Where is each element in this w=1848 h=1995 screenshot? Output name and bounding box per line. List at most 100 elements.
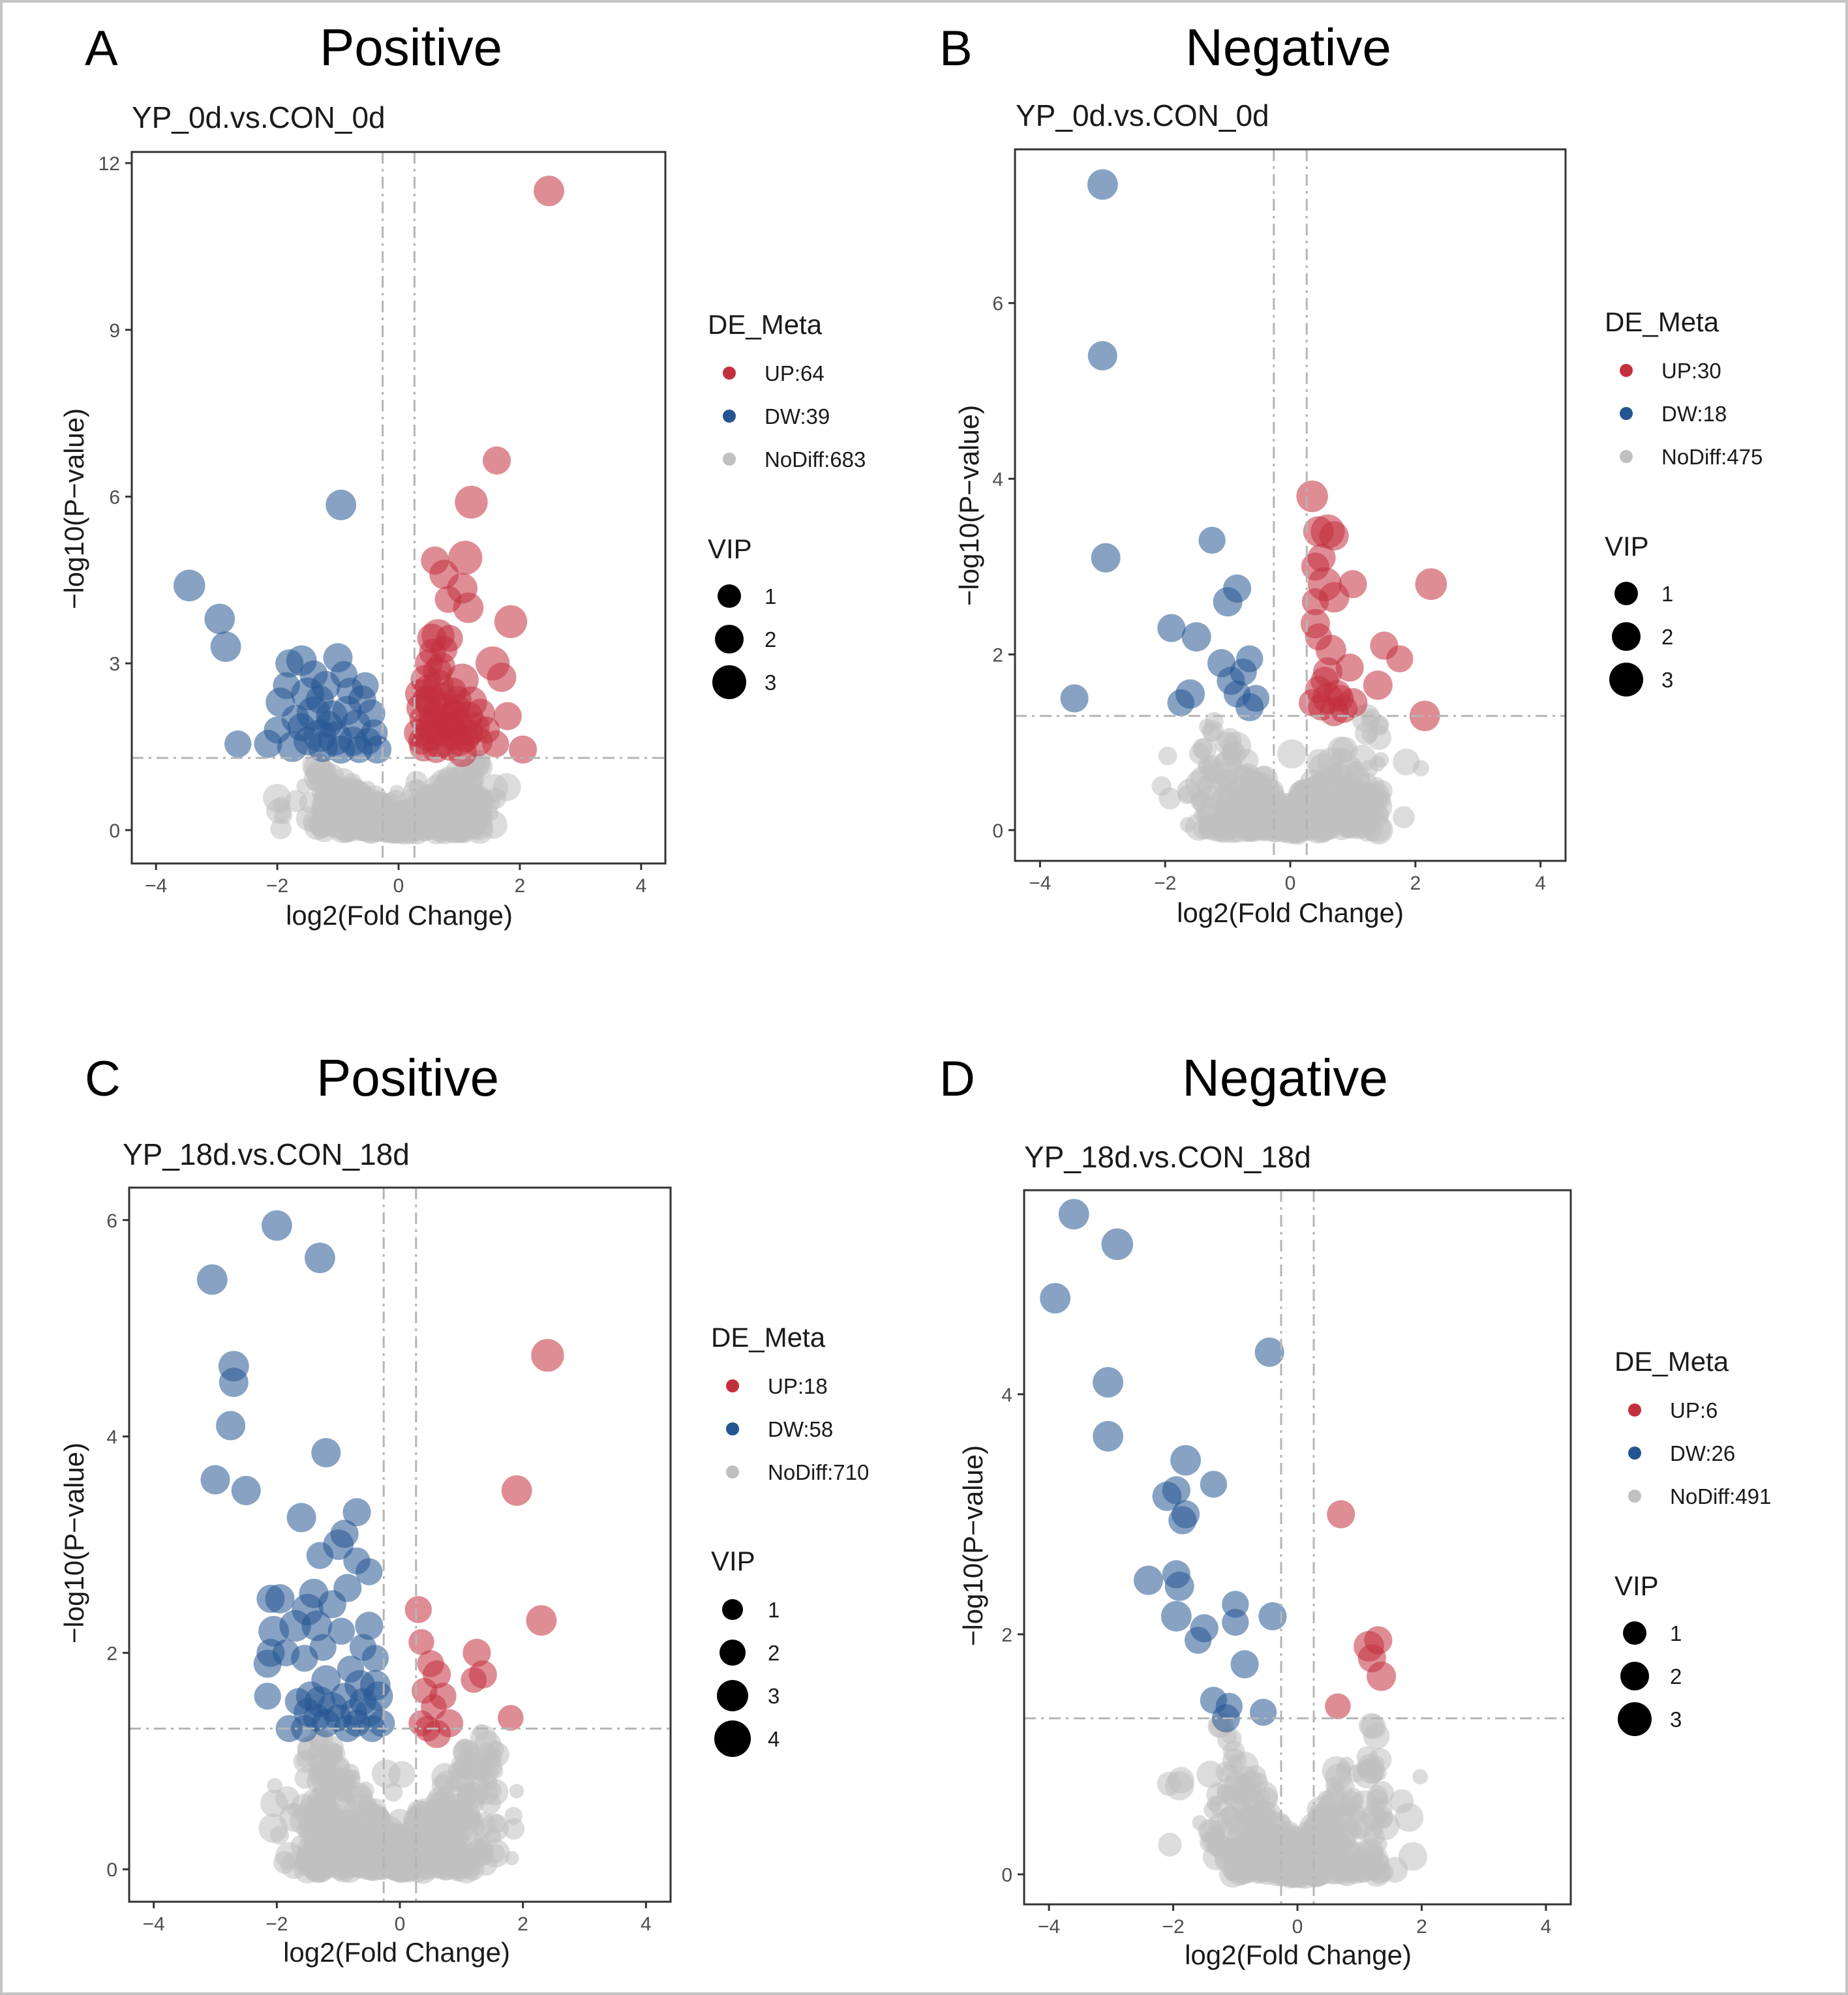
x-tick-label: 2 [1410,873,1421,894]
legend-nodiff-label: NoDiff:710 [768,1460,869,1484]
y-tick-label: 4 [106,1427,117,1448]
nodiff-point [1382,1857,1408,1883]
nodiff-point [422,800,440,817]
nodiff-point [1341,776,1361,796]
nodiff-point [472,1844,490,1862]
nodiff-point [1223,1837,1250,1864]
x-tick-label: 0 [393,875,404,897]
nodiff-point [1227,776,1256,805]
down-point [1058,1199,1089,1230]
y-axis-label: −log10(P−value) [958,1445,988,1646]
down-point [200,1465,230,1495]
down-point [1157,614,1186,642]
nodiff-point [402,779,429,807]
legend-up-label: UP:30 [1661,359,1721,383]
legend: DE_Meta UP:30 DW:18 NoDiff:475 VIP 1 2 3 [1605,307,1763,697]
y-tick-label: 2 [106,1643,117,1664]
nodiff-point [263,783,292,813]
vip-size-key [714,1720,751,1757]
up-point [1339,570,1367,599]
nodiff-point [1344,757,1362,775]
y-tick-label: 12 [98,153,120,175]
up-point [436,625,463,652]
nodiff-point [293,1855,322,1883]
x-axis-label: log2(Fold Change) [286,900,513,931]
up-point [534,175,564,207]
nodiff-point [1389,1789,1414,1814]
up-point [482,730,509,758]
y-tick-label: 2 [1001,1625,1012,1646]
down-point [1093,1367,1123,1398]
up-point [1325,1693,1351,1720]
down-point [1249,1698,1277,1726]
nodiff-point [1320,1805,1347,1833]
nodiff-point [1226,757,1243,773]
nodiff-point [1245,1765,1267,1787]
down-point [174,569,205,602]
y-tick-label: 0 [1001,1865,1012,1886]
up-point [427,652,455,680]
y-axis-label: −log10(P−value) [59,408,89,609]
down-point [356,1558,383,1585]
down-point [287,713,316,742]
vip-size-label: 1 [1670,1621,1682,1645]
plot-area: −4 −2 0 2 4 0 2 4 6 [992,148,1567,894]
down-point [315,711,342,738]
vip-legend-title: VIP [1605,531,1649,562]
legend-nodiff-key [726,1465,739,1478]
up-point [1409,700,1440,732]
vip-size-label: 4 [768,1727,780,1751]
nodiff-point [308,1840,324,1857]
nodiff-point [325,1788,342,1806]
x-axis-label: log2(Fold Change) [283,1937,510,1968]
nodiff-point [1276,801,1295,820]
plot-area: −4 −2 0 2 4 0 3 6 9 12 [98,151,667,897]
nodiff-point [393,1854,419,1880]
nodiff-point [1253,795,1275,817]
down-point [342,1498,371,1527]
nodiff-point [273,1851,296,1874]
down-point [219,1368,249,1398]
panel-title: Positive [320,18,502,76]
up-point [509,735,538,764]
nodiff-point [504,1807,523,1825]
vip-size-label: 2 [765,627,776,652]
vip-size-key [1614,582,1638,605]
down-point [262,1210,292,1241]
legend-nodiff-key [723,453,736,466]
nodiff-point [1309,814,1337,842]
nodiff-point [1412,760,1429,777]
nodiff-point [1393,806,1415,828]
up-point [498,1705,524,1731]
nodiff-point [485,1844,506,1863]
nodiff-point [453,1757,474,1778]
x-axis-label: log2(Fold Change) [1177,897,1404,928]
nodiff-point [383,1840,400,1857]
y-tick-label: 3 [109,653,120,675]
up-point [448,541,483,575]
down-point [265,1584,295,1613]
down-point [279,1610,312,1642]
up-point [1315,635,1346,666]
vip-size-key [1618,1702,1652,1736]
down-point [254,1683,281,1710]
nodiff-point [1168,1767,1194,1793]
nodiff-point [293,1750,317,1773]
up-point [1310,667,1339,695]
nodiff-point [1224,1814,1242,1831]
down-point [1168,1506,1197,1535]
legend-down-label: DW:39 [765,404,830,428]
x-tick-label: 2 [1416,1916,1427,1938]
panel-letter: B [939,21,973,76]
nodiff-point [432,815,447,830]
vip-size-key [720,1640,746,1666]
legend-title: DE_Meta [1614,1346,1729,1377]
down-point [1087,341,1117,370]
nodiff-point [1354,721,1378,745]
comparison-title: YP_18d.vs.CON_18d [123,1137,410,1171]
nodiff-point [1356,1763,1371,1778]
legend-nodiff-label: NoDiff:683 [765,447,866,472]
nodiff-point [372,1759,401,1788]
down-point [224,730,252,758]
